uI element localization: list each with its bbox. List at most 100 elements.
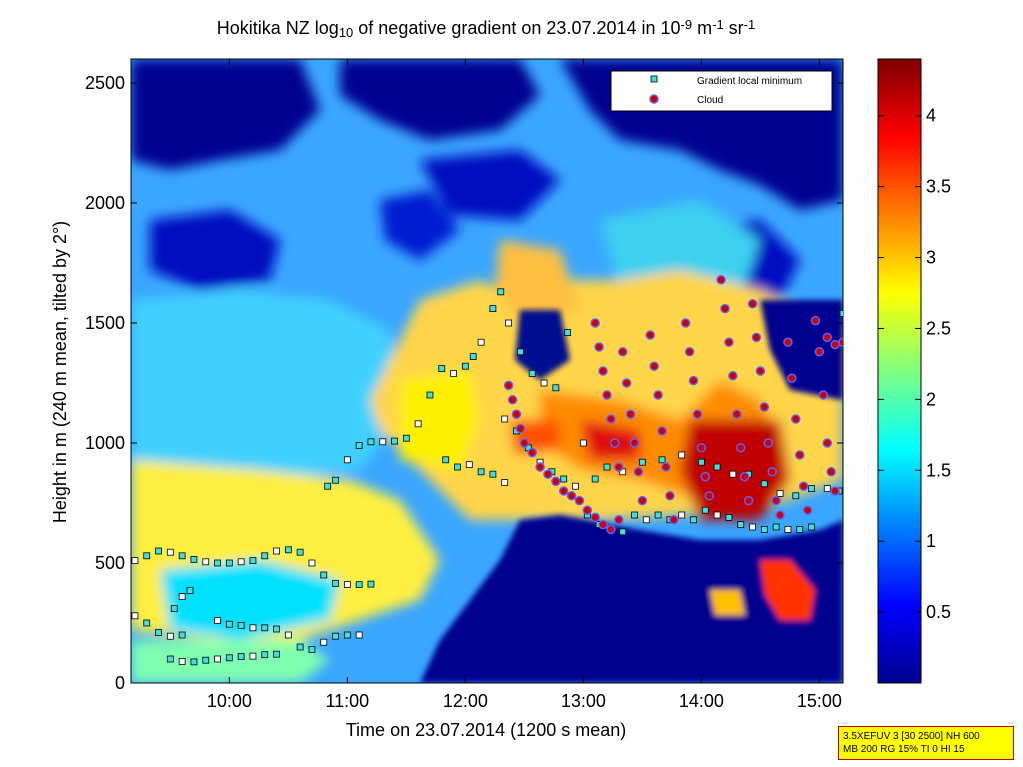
gradient-min-point (579, 439, 587, 447)
gradient-min-point (367, 438, 375, 446)
title-part: -9 (681, 17, 693, 32)
gradient-min-point (713, 511, 721, 519)
cloud-point (590, 512, 600, 523)
series-markers (131, 275, 843, 666)
gradient-min-point (465, 461, 473, 469)
x-tick-label: 10:00 (207, 691, 252, 711)
gradient-min-point (202, 558, 210, 566)
gradient-min-point (332, 632, 339, 640)
gradient-min-point (155, 547, 162, 555)
cloud-point (696, 443, 707, 453)
gradient-min-point (697, 458, 705, 466)
gradient-min-point (225, 654, 233, 662)
title-part: -1 (712, 17, 724, 32)
cloud-point (680, 318, 691, 328)
cloud-point (503, 380, 514, 391)
cloud-point (794, 450, 805, 460)
cloud-point (594, 342, 604, 352)
gradient-min-point (261, 651, 269, 659)
cloud-point (558, 486, 569, 496)
gradient-min-point (426, 391, 434, 399)
colorbar-tick-label: 2.5 (926, 318, 951, 338)
title-part: m (692, 18, 712, 38)
cloud-point (543, 469, 553, 479)
gradient-min-point (564, 329, 572, 337)
heatmap (131, 59, 843, 683)
gradient-min-point (501, 479, 509, 487)
cloud-point (507, 395, 518, 405)
cloud-point (775, 510, 785, 520)
cloud-point (814, 347, 825, 357)
cloud-point (747, 299, 758, 309)
gradient-min-point (454, 463, 461, 471)
cloud-point (838, 337, 843, 347)
cloud-point (826, 467, 836, 477)
cloud-point (614, 515, 624, 525)
y-tick-label: 1500 (85, 313, 125, 333)
gradient-min-point (552, 384, 560, 392)
title-part: -1 (744, 17, 756, 32)
gradient-min-point (442, 456, 450, 464)
gradient-min-point (469, 353, 477, 361)
cloud-point (511, 409, 522, 419)
gradient-min-point (540, 379, 548, 387)
info-box: 3.5XEFUV 3 [30 2500] NH 600 MB 200 RG 15… (838, 726, 1014, 760)
gradient-min-point (489, 470, 497, 478)
title-part: Hokitika NZ log (217, 18, 339, 38)
cloud-point (759, 402, 770, 412)
gradient-min-point (166, 655, 174, 663)
colorbar-tick-label: 4 (926, 106, 936, 126)
gradient-min-point (658, 456, 666, 464)
gradient-min-point (143, 552, 151, 560)
gradient-min-point (324, 482, 332, 490)
cloud-point (751, 332, 762, 343)
cloud-point (582, 505, 593, 515)
x-tick-label: 15:00 (797, 691, 842, 711)
cloud-point (637, 495, 648, 506)
cloud-point (661, 462, 671, 472)
cloud-point (535, 462, 545, 472)
cloud-point (633, 467, 644, 477)
gradient-min-point (178, 552, 186, 560)
gradient-min-point (461, 362, 469, 370)
colorbar: 0.5 1 1.5 2 2.5 3 3.5 4 (877, 58, 951, 684)
x-axis-label: Time on 23.07.2014 (1200 s mean) (346, 720, 627, 740)
cloud-point (739, 471, 750, 482)
title-part: sr (724, 18, 744, 38)
gradient-min-point (131, 612, 139, 620)
gradient-min-point (170, 605, 178, 612)
gradient-min-point (642, 516, 650, 524)
gradient-min-point (414, 420, 422, 428)
gradient-min-point (320, 638, 328, 646)
colorbar-tick-label: 3.5 (926, 177, 951, 197)
legend: Gradient local minimum Cloud (610, 70, 833, 112)
cloud-point (830, 486, 840, 496)
y-tick-label: 2000 (85, 193, 125, 213)
gradient-min-point (501, 415, 509, 423)
cloud-point (606, 524, 616, 535)
gradient-min-point (438, 365, 446, 373)
gradient-min-point (725, 514, 733, 521)
x-tick-label: 12:00 (443, 691, 488, 711)
gradient-min-point (591, 475, 599, 483)
gradient-min-point (690, 516, 697, 524)
cloud-point (822, 332, 833, 343)
cloud-point (704, 491, 715, 501)
colorbar-tick-label: 1 (926, 531, 936, 551)
gradient-min-point (477, 468, 485, 476)
cloud-point (665, 491, 675, 501)
gradient-min-point (237, 653, 245, 660)
cloud-point (669, 515, 679, 525)
gradient-min-point (166, 548, 174, 556)
gradient-min-point (273, 650, 280, 658)
cloud-point (692, 409, 703, 419)
gradient-min-point (355, 441, 363, 449)
colorbar-tick-label: 0.5 (926, 602, 951, 622)
cloud-point (519, 438, 530, 448)
gradient-min-point (792, 492, 800, 500)
title-part: 10 (339, 25, 353, 40)
gradient-min-point (760, 526, 768, 533)
cloud-point (590, 318, 600, 328)
gradient-min-point (249, 557, 257, 564)
gradient-min-point (178, 658, 186, 665)
